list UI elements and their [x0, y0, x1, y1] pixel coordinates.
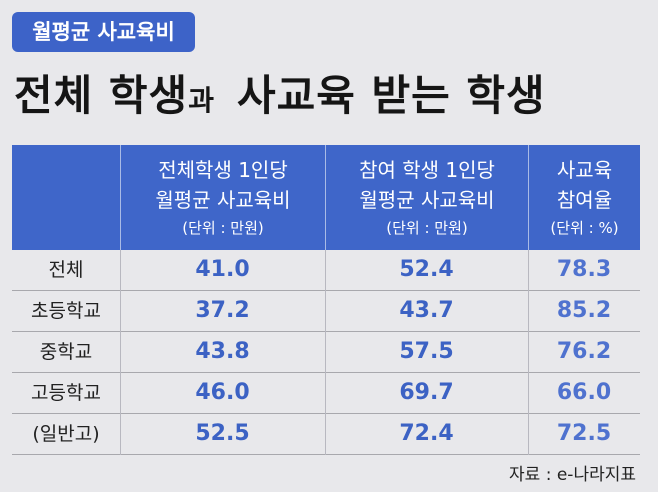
column-divider	[120, 250, 121, 455]
source: 자료 : e-나라지표	[509, 465, 636, 485]
column-divider	[325, 250, 326, 455]
value-cell: 37.2	[195, 298, 250, 323]
row-label: 고등학교	[31, 382, 101, 404]
value-cell: 85.2	[556, 298, 612, 323]
table-row: 초등학교 37.2 43.7 85.2	[12, 291, 640, 332]
value-cell: 72.5	[556, 421, 612, 446]
row-label: 초등학교	[31, 300, 101, 322]
table-row: (일반고) 52.5 72.4 72.5	[12, 414, 640, 455]
table-row: 전체 41.0 52.4 78.3	[12, 250, 640, 291]
header-line: (단위 : 만원)	[386, 218, 468, 237]
table-header: 전체학생 1인당 월평균 사교육비 (단위 : 만원) 참여 학생 1인당 월평균 사교…	[12, 145, 640, 250]
value-cell: 78.3	[556, 257, 612, 282]
table-row: 고등학교 46.0 69.7 66.0	[12, 373, 640, 414]
value-cell: 43.8	[195, 339, 250, 364]
row-label: (일반고)	[32, 423, 100, 445]
header-line: 월평균 사교육비	[359, 187, 495, 212]
value-cell: 43.7	[399, 298, 454, 323]
value-cell: 52.5	[195, 421, 250, 446]
title-main: 전체 학생	[14, 71, 189, 120]
value-cell: 69.7	[399, 380, 454, 405]
header-line: (단위 : 만원)	[182, 218, 264, 237]
value-cell: 76.2	[556, 339, 612, 364]
table-row: 중학교 43.8 57.5 76.2	[12, 332, 640, 373]
title: 전체 학생과 사교육 받는 학생	[14, 62, 546, 123]
title-particle: 과	[188, 84, 215, 117]
value-cell: 46.0	[195, 380, 250, 405]
row-label: 전체	[48, 259, 84, 281]
header-line: 참여 학생 1인당	[359, 157, 495, 182]
value-cell: 66.0	[556, 380, 612, 405]
value-cell: 72.4	[399, 421, 454, 446]
header-line: 월평균 사교육비	[155, 187, 291, 212]
column-divider	[528, 250, 529, 455]
title-rest: 사교육 받는 학생	[236, 71, 546, 120]
header-line: 전체학생 1인당	[158, 157, 288, 182]
header-line: 참여율	[556, 187, 613, 212]
row-label: 중학교	[39, 341, 93, 363]
value-cell: 52.4	[399, 257, 454, 282]
value-cell: 41.0	[195, 257, 250, 282]
header-line: (단위 : %)	[550, 218, 619, 237]
value-cell: 57.5	[399, 339, 454, 364]
header-line: 사교육	[556, 157, 613, 182]
tag: 월평균 사교육비	[12, 12, 195, 52]
